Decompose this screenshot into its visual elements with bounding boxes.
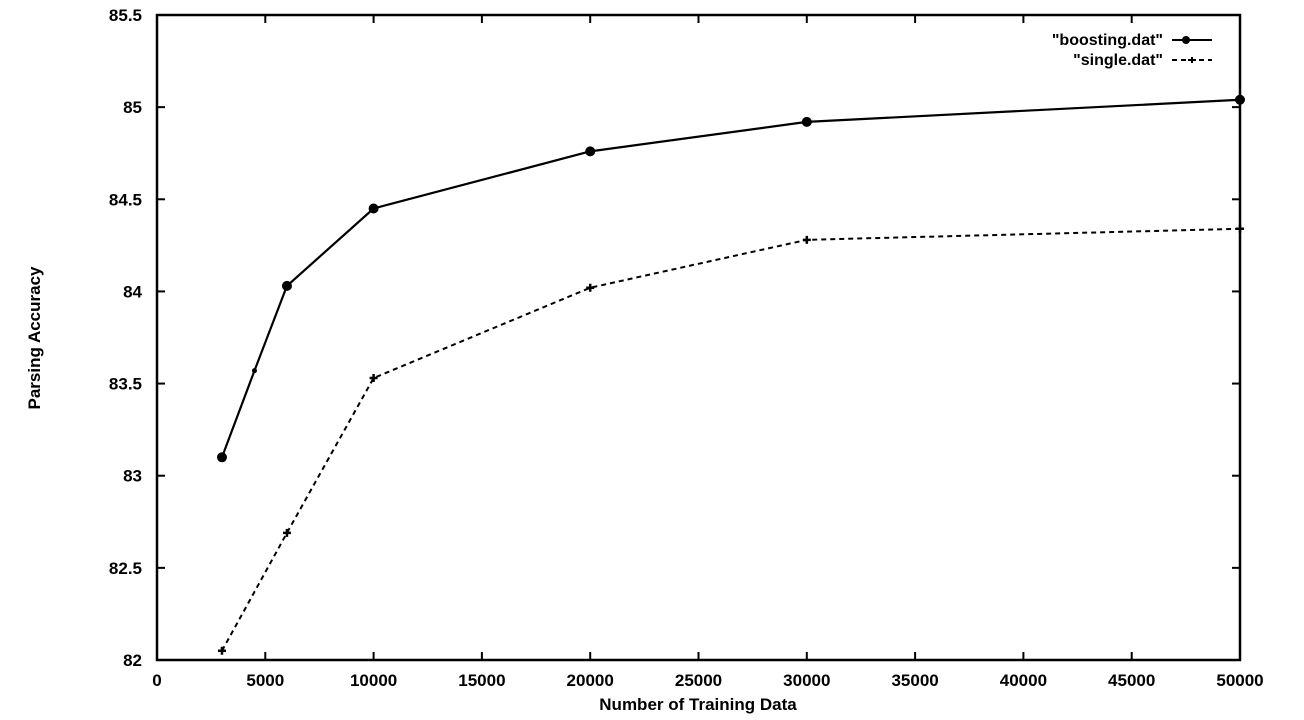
legend-marker (1188, 57, 1196, 63)
y-tick-label: 83.5 (109, 375, 142, 394)
data-point-single (586, 283, 595, 292)
x-tick-label: 15000 (458, 671, 505, 690)
data-point-boosting (1235, 94, 1245, 105)
data-point-single (369, 374, 378, 383)
series-group (216, 94, 1245, 655)
y-tick-label: 84.5 (109, 190, 142, 209)
axes: 0 5000 10000 15000 20000 25000 30000 35000 40000… (109, 6, 1264, 690)
data-point-boosting (585, 146, 596, 157)
y-tick-label: 82 (123, 651, 142, 670)
y-tick-label: 83 (123, 467, 142, 486)
series-line-single (221, 227, 1241, 652)
x-axis-label: Number of Training Data (599, 695, 797, 714)
x-tick-label: 45000 (1108, 671, 1155, 690)
series-line-boosting (220, 98, 1241, 458)
x-tick-label: 40000 (1000, 671, 1047, 690)
x-tick-label: 5000 (246, 671, 284, 690)
y-axis-label: Parsing Accuracy (25, 266, 44, 410)
x-tick-label: 0 (152, 671, 161, 690)
data-point-boosting (251, 368, 257, 374)
x-tick-label: 50000 (1216, 671, 1263, 690)
data-point-boosting (368, 203, 379, 214)
legend-label: "single.dat" (1073, 52, 1163, 69)
x-tick-label: 35000 (891, 671, 938, 690)
legend: "boosting.dat" "single.dat" (1052, 32, 1212, 69)
data-point-boosting (216, 452, 227, 463)
legend-marker (1182, 36, 1190, 44)
x-tick-label: 25000 (675, 671, 722, 690)
x-tick-label: 10000 (350, 671, 397, 690)
data-point-boosting (801, 116, 812, 127)
x-tick-label: 30000 (783, 671, 830, 690)
y-tick-label: 84 (123, 282, 142, 301)
data-point-single (282, 528, 291, 537)
data-point-boosting (281, 280, 292, 291)
plot-frame (155, 13, 1242, 662)
y-tick-label: 85 (123, 98, 142, 117)
x-tick-label: 20000 (567, 671, 614, 690)
y-tick-label: 82.5 (109, 559, 142, 578)
data-point-single (802, 235, 811, 244)
data-point-single (1236, 224, 1244, 233)
data-point-single (217, 646, 226, 655)
y-tick-label: 85.5 (109, 6, 142, 25)
legend-label: "boosting.dat" (1052, 32, 1163, 49)
